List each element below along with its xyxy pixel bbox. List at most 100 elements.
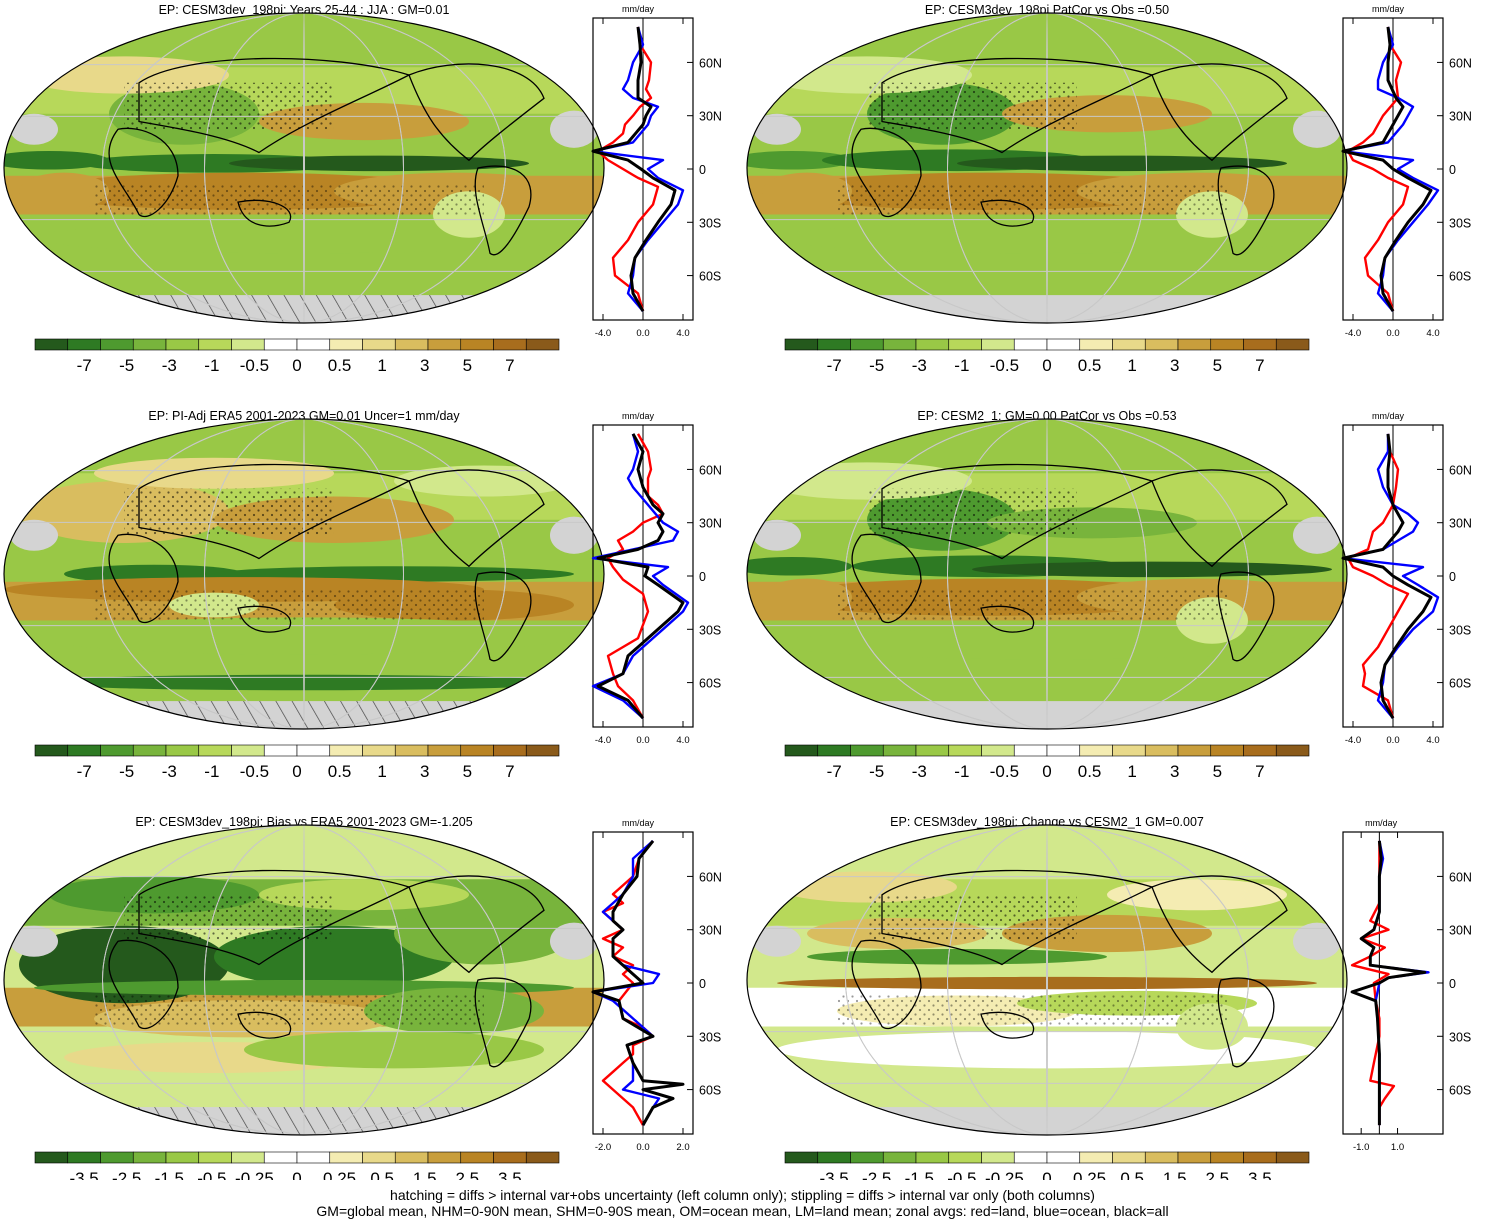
map-anomaly	[244, 1031, 544, 1069]
stippling	[837, 183, 1227, 215]
zonal-mean-plot: mm/day 60N 30N 0 30S 60S -4.0 0.0 4.0	[1341, 4, 1472, 339]
colorbar-cell	[198, 338, 232, 351]
coastline	[138, 57, 411, 154]
x-tick-label: 4.0	[1426, 328, 1439, 339]
colorbar-cell	[493, 338, 527, 351]
stippling	[124, 894, 334, 942]
colorbar: -7 -5 -3 -1 -0.5 0 0.5 1 3 5 7	[784, 338, 1310, 375]
colorbar-label: 3	[420, 356, 429, 375]
x-tick-label: -4.0	[1345, 735, 1361, 746]
zonal-line-ocean	[1359, 840, 1430, 1126]
zonal-line-ocean	[1341, 433, 1440, 719]
colorbar-cell	[915, 338, 950, 351]
colorbar-label: 1.5	[1163, 1169, 1187, 1180]
graticule-lon	[303, 825, 305, 1135]
map-border	[746, 824, 1348, 1136]
graticule-lon	[947, 825, 1147, 1135]
colorbar: -3.5 -2.5 -1.5 -0.5 -0.25 0 0.25 0.5 1.5 2.5 3.5	[34, 1151, 560, 1180]
missing-area	[550, 922, 598, 960]
x-tick-label: 1.0	[1391, 1142, 1404, 1153]
graticule-lon	[102, 13, 506, 323]
x-tick-label: 4.0	[676, 735, 689, 746]
colorbar-label: -0.5	[990, 762, 1019, 781]
graticule-lon	[204, 825, 404, 1135]
colorbar-label: -1	[954, 356, 969, 375]
colorbar-label: -0.5	[240, 356, 269, 375]
footer-line-1: hatching = diffs > internal var+obs unce…	[390, 1187, 1095, 1203]
colorbar-label: 7	[1255, 762, 1264, 781]
y-tick-label: 30S	[699, 623, 721, 637]
missing-area	[10, 519, 58, 551]
colorbar-label: -7	[77, 762, 92, 781]
y-tick-label: 0	[1449, 570, 1456, 584]
zonal-line-all	[1341, 433, 1433, 719]
zonal-line-land	[1346, 433, 1410, 719]
y-tick-label: 30S	[699, 216, 721, 230]
colorbar-label: -0.5	[947, 1169, 976, 1180]
panel-title: EP: CESM3dev_198pi PatCor vs Obs =0.50	[925, 3, 1169, 17]
colorbar-label: 3	[1170, 762, 1179, 781]
colorbar-cell	[850, 744, 884, 757]
map-anomaly	[762, 578, 852, 616]
map	[747, 13, 1347, 323]
stippling	[124, 488, 334, 536]
graticule-lon	[845, 825, 1249, 1135]
colorbar-label: 0.5	[1078, 356, 1102, 375]
graticule-lon	[303, 13, 305, 323]
colorbar-cell	[132, 338, 167, 351]
colorbar-label: 0	[292, 1169, 301, 1180]
colorbar-label: -3.5	[819, 1169, 848, 1180]
colorbar-cell	[1210, 1151, 1244, 1164]
colorbar-cell	[1144, 744, 1179, 757]
colorbar-cell	[362, 1151, 396, 1164]
zonal-line-all	[1341, 26, 1433, 312]
x-tick-label: 4.0	[676, 328, 689, 339]
colorbar-cell	[1177, 744, 1212, 757]
colorbar-cell	[817, 744, 851, 757]
panel-title: EP: CESM3dev_198pi: Bias vs ERA5 2001-20…	[135, 815, 472, 829]
map-anomaly	[1137, 473, 1317, 505]
colorbar: -7 -5 -3 -1 -0.5 0 0.5 1 3 5 7	[784, 744, 1310, 781]
panel-4: EP: CESM2_1: GM=0.00 PatCor vs Obs =0.53…	[746, 409, 1472, 781]
stippling	[837, 995, 1227, 1027]
colorbar-label: -1.5	[905, 1169, 934, 1180]
colorbar-cell	[394, 744, 429, 757]
colorbar-cell	[915, 1151, 950, 1164]
colorbar-label: 1	[1127, 762, 1136, 781]
y-tick-label: 30N	[1449, 110, 1472, 124]
colorbar-label: -3	[912, 356, 927, 375]
colorbar-cell	[784, 744, 819, 757]
y-tick-label: 60N	[1449, 56, 1472, 70]
x-tick-label: 0.0	[1386, 735, 1399, 746]
panel-2: EP: CESM3dev_198pi PatCor vs Obs =0.50 -7…	[746, 3, 1472, 375]
colorbar-label: 0.25	[1073, 1169, 1106, 1180]
zonal-line-all	[1350, 840, 1427, 1126]
colorbar-cell	[296, 1151, 331, 1164]
map-border	[746, 12, 1348, 324]
colorbar-cell	[1144, 338, 1179, 351]
colorbar-cell	[850, 1151, 884, 1164]
missing-area	[10, 113, 58, 145]
panel-title: EP: CESM3dev_198pi: Change vs CESM2_1 GM…	[890, 815, 1204, 829]
colorbar-cell	[1046, 1151, 1081, 1164]
colorbar-label: 5	[463, 356, 472, 375]
colorbar-label: 7	[505, 762, 514, 781]
graticule-lon	[947, 13, 1147, 323]
coastline	[1151, 63, 1288, 162]
colorbar-label: -2.5	[862, 1169, 891, 1180]
graticule-lon	[204, 419, 404, 729]
colorbar: -3.5 -2.5 -1.5 -0.5 -0.25 0 0.25 0.5 1.5 2.5 3.5	[784, 1151, 1310, 1180]
map-border	[3, 12, 605, 324]
colorbar-cell	[1243, 1151, 1277, 1164]
coastline	[474, 165, 532, 256]
colorbar-cell	[460, 338, 494, 351]
stippling	[837, 589, 1227, 621]
colorbar-cell	[850, 338, 884, 351]
panel-1: EP: CESM3dev_198pi: Years 25-44 : JJA : …	[3, 3, 722, 375]
y-tick-label: 30N	[1449, 517, 1472, 531]
colorbar-cell	[1013, 338, 1048, 351]
map-anomaly	[394, 67, 574, 99]
colorbar-label: -5	[869, 762, 884, 781]
coastline	[108, 533, 179, 623]
